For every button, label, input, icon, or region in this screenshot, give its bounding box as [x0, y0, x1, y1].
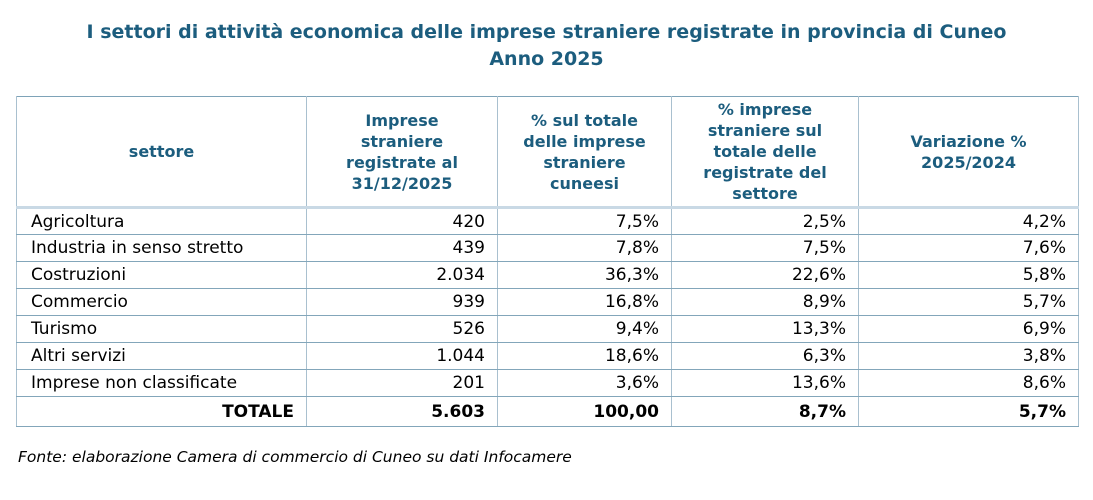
table-cell-1: 2.034 — [306, 261, 498, 289]
table-body: Agricoltura 420 7,5% 2,5% 4,2% Industria in s… — [16, 207, 1079, 427]
table-row: Agricoltura 420 7,5% 2,5% 4,2% — [16, 207, 1079, 235]
total-cell-2: 100,00 — [497, 396, 672, 427]
table-cell-2: 7,5% — [497, 207, 672, 235]
table-cell-2: 9,4% — [497, 315, 672, 343]
table-cell-0: Commercio — [16, 288, 307, 316]
table-cell-1: 939 — [306, 288, 498, 316]
total-cell-4: 5,7% — [858, 396, 1079, 427]
table-cell-3: 6,3% — [671, 342, 859, 370]
table-row: Imprese non classificate 201 3,6% 13,6% 8,6% — [16, 369, 1079, 397]
column-header-2: % sul totale delle imprese straniere cun… — [497, 96, 672, 209]
table-cell-2: 18,6% — [497, 342, 672, 370]
table-cell-4: 6,9% — [858, 315, 1079, 343]
column-header-1: Imprese straniere registrate al 31/12/20… — [306, 96, 498, 209]
table-cell-1: 201 — [306, 369, 498, 397]
table-cell-4: 4,2% — [858, 207, 1079, 235]
table-row: Commercio 939 16,8% 8,9% 5,7% — [16, 288, 1079, 316]
table-cell-0: Industria in senso stretto — [16, 234, 307, 262]
table-cell-1: 420 — [306, 207, 498, 235]
table-cell-2: 3,6% — [497, 369, 672, 397]
header-row: settore Imprese straniere registrate al 3… — [16, 96, 1079, 209]
table-row: Turismo 526 9,4% 13,3% 6,9% — [16, 315, 1079, 343]
table-cell-0: Costruzioni — [16, 261, 307, 289]
sectors-table: settore Imprese straniere registrate al 3… — [16, 96, 1079, 427]
table-cell-0: Turismo — [16, 315, 307, 343]
column-header-3: % imprese straniere sul totale delle reg… — [671, 96, 859, 209]
table-cell-4: 7,6% — [858, 234, 1079, 262]
table-cell-1: 526 — [306, 315, 498, 343]
table-row: Industria in senso stretto 439 7,8% 7,5% 7,6… — [16, 234, 1079, 262]
column-header-0: settore — [16, 96, 307, 209]
total-cell-0: TOTALE — [16, 396, 307, 427]
table-cell-2: 7,8% — [497, 234, 672, 262]
table-cell-4: 5,8% — [858, 261, 1079, 289]
table-row: Altri servizi 1.044 18,6% 6,3% 3,8% — [16, 342, 1079, 370]
total-cell-3: 8,7% — [671, 396, 859, 427]
total-row: TOTALE 5.603 100,00 8,7% 5,7% — [16, 396, 1079, 427]
table-cell-4: 3,8% — [858, 342, 1079, 370]
title-line1: I settori di attività economica delle im… — [86, 21, 1007, 43]
table-cell-3: 22,6% — [671, 261, 859, 289]
title-line2: Anno 2025 — [489, 48, 604, 70]
table-cell-3: 2,5% — [671, 207, 859, 235]
table-cell-0: Agricoltura — [16, 207, 307, 235]
page-title: I settori di attività economica delle im… — [0, 0, 1093, 73]
table-cell-4: 8,6% — [858, 369, 1079, 397]
column-header-4: Variazione % 2025/2024 — [858, 96, 1079, 209]
table-cell-2: 36,3% — [497, 261, 672, 289]
table-cell-4: 5,7% — [858, 288, 1079, 316]
table-cell-3: 8,9% — [671, 288, 859, 316]
source-note: Fonte: elaborazione Camera di commercio … — [18, 448, 572, 466]
table-cell-2: 16,8% — [497, 288, 672, 316]
table-cell-1: 1.044 — [306, 342, 498, 370]
table-cell-3: 7,5% — [671, 234, 859, 262]
total-cell-1: 5.603 — [306, 396, 498, 427]
table-cell-1: 439 — [306, 234, 498, 262]
table-cell-3: 13,6% — [671, 369, 859, 397]
table-cell-3: 13,3% — [671, 315, 859, 343]
table-header: settore Imprese straniere registrate al 3… — [16, 96, 1079, 209]
table-cell-0: Altri servizi — [16, 342, 307, 370]
table-row: Costruzioni 2.034 36,3% 22,6% 5,8% — [16, 261, 1079, 289]
table-cell-0: Imprese non classificate — [16, 369, 307, 397]
